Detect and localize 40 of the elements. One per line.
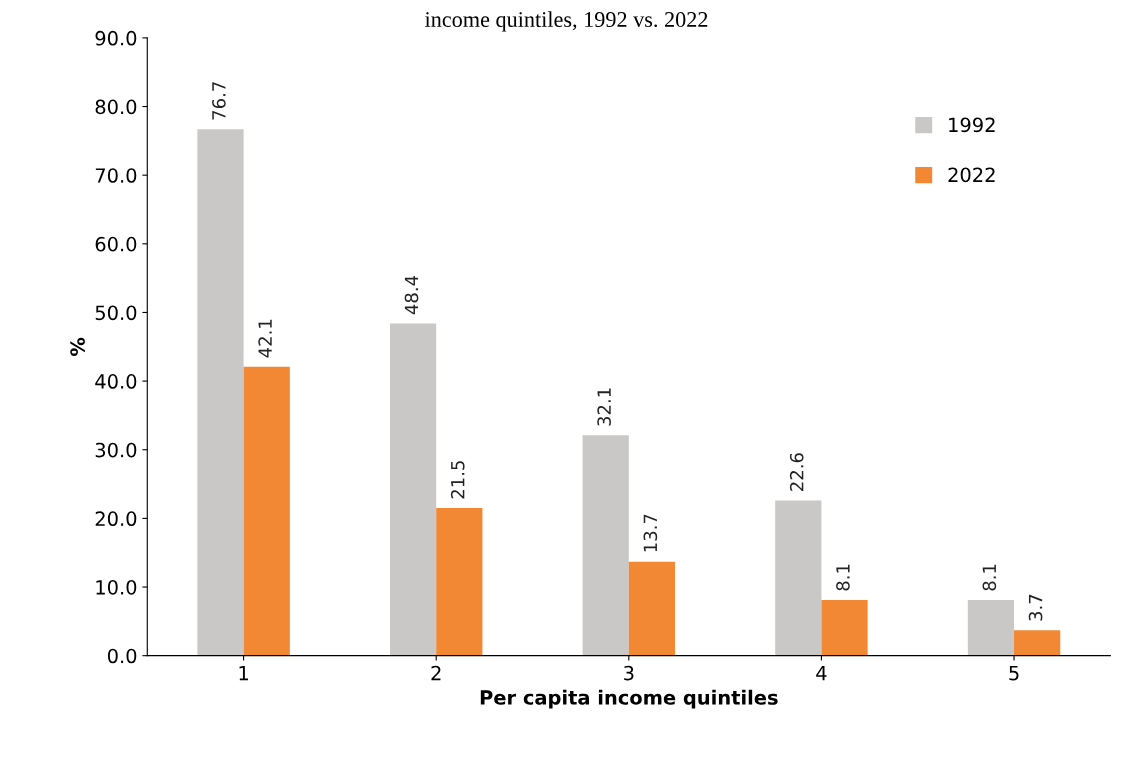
x-tick-label: 5 (1009, 665, 1019, 681)
legend-label: 1992 (949, 117, 995, 133)
legend-label: 2022 (948, 167, 995, 183)
y-tick-label: 50.0 (95, 305, 137, 321)
data-label: 48.4 (404, 275, 419, 315)
data-label: 8.1 (836, 564, 850, 591)
y-axis-title: % (70, 337, 85, 356)
y-tick-label: 80.0 (95, 99, 137, 115)
x-axis-title: Per capita income quintiles (480, 689, 778, 709)
y-tick-label: 70.0 (95, 168, 137, 183)
data-label: 32.1 (597, 388, 611, 426)
data-label: 76.7 (212, 82, 226, 120)
data-label: 3.7 (1028, 594, 1043, 621)
x-tick-label: 1 (239, 665, 248, 681)
chart-title: income quintiles, 1992 vs. 2022 (425, 11, 708, 32)
y-tick-label: 30.0 (95, 442, 137, 458)
bar (436, 508, 483, 656)
bar (628, 561, 676, 656)
y-tick-label: 10.0 (96, 579, 137, 595)
bar (243, 366, 290, 656)
x-tick-label: 4 (816, 665, 827, 681)
y-tick-label: 20.0 (95, 511, 137, 527)
bar (967, 600, 1015, 656)
bar (582, 435, 629, 656)
bar (389, 323, 437, 656)
bar (775, 500, 822, 656)
y-tick-label: 40.0 (95, 374, 137, 389)
data-label: 22.6 (789, 453, 804, 491)
bar (821, 600, 868, 656)
bar (1014, 630, 1061, 656)
y-tick-label: 90.0 (95, 30, 137, 46)
bar (197, 129, 244, 656)
x-tick-label: 3 (624, 665, 634, 681)
x-tick-label: 2 (431, 665, 441, 681)
y-tick-label: 60.0 (95, 236, 137, 252)
data-label: 8.1 (982, 564, 997, 591)
data-label: 21.5 (450, 461, 465, 499)
data-label: 13.7 (643, 514, 658, 552)
y-tick-label: 0.0 (107, 648, 137, 664)
data-label: 42.1 (258, 319, 272, 358)
